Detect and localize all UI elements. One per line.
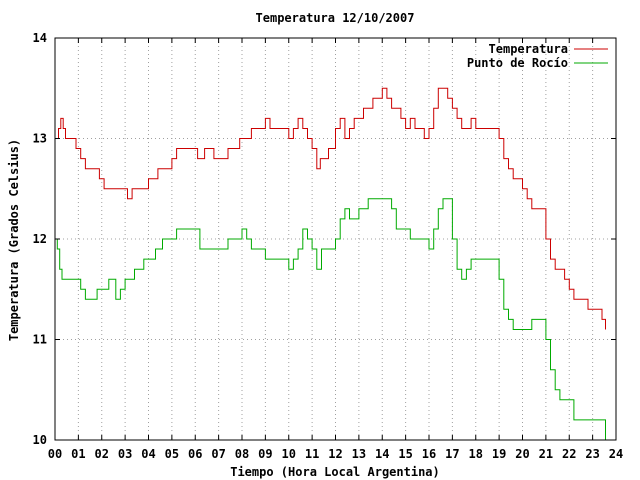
series-line-punto-de-rocio xyxy=(55,198,606,440)
series-line-temperatura xyxy=(55,87,606,330)
legend-label: Punto de Rocío xyxy=(467,56,568,70)
x-tick-label: 00 xyxy=(48,447,62,461)
chart-title: Temperatura 12/10/2007 xyxy=(256,11,415,25)
x-tick-label: 18 xyxy=(469,447,483,461)
x-tick-label: 03 xyxy=(118,447,132,461)
x-tick-labels: 00 01 02 03 04 05 06 07 08 09 10 11 12 13 14 15 16 17 18 19… xyxy=(48,447,623,461)
x-tick-label: 22 xyxy=(562,447,576,461)
x-tick-label: 15 xyxy=(398,447,412,461)
y-tick-label: 11 xyxy=(33,333,47,347)
x-tick-label: 21 xyxy=(539,447,553,461)
x-tick-label: 10 xyxy=(282,447,296,461)
y-tick-label: 13 xyxy=(33,132,47,146)
x-tick-label: 07 xyxy=(211,447,225,461)
x-axis-label: Tiempo (Hora Local Argentina) xyxy=(230,465,440,479)
x-tick-label: 06 xyxy=(188,447,202,461)
x-tick-label: 14 xyxy=(375,447,389,461)
x-tick-label: 01 xyxy=(71,447,85,461)
x-tick-label: 17 xyxy=(445,447,459,461)
tick-marks xyxy=(54,37,617,441)
y-tick-labels: 10 11 12 13 14 xyxy=(33,31,47,447)
x-tick-label: 23 xyxy=(585,447,599,461)
x-tick-label: 24 xyxy=(609,447,623,461)
x-tick-label: 08 xyxy=(235,447,249,461)
x-tick-label: 20 xyxy=(515,447,529,461)
y-axis-label: Temperatura (Grados Celsius) xyxy=(7,139,21,341)
y-tick-label: 14 xyxy=(33,31,47,45)
x-tick-label: 09 xyxy=(258,447,272,461)
x-tick-label: 13 xyxy=(352,447,366,461)
x-tick-label: 12 xyxy=(328,447,342,461)
x-tick-label: 11 xyxy=(305,447,319,461)
legend-label: Temperatura xyxy=(489,42,568,56)
x-tick-label: 19 xyxy=(492,447,506,461)
x-tick-label: 02 xyxy=(95,447,109,461)
x-tick-label: 05 xyxy=(165,447,179,461)
series-group xyxy=(55,87,606,440)
x-tick-label: 16 xyxy=(422,447,436,461)
y-tick-label: 10 xyxy=(33,433,47,447)
x-tick-label: 04 xyxy=(141,447,155,461)
y-tick-label: 12 xyxy=(33,232,47,246)
